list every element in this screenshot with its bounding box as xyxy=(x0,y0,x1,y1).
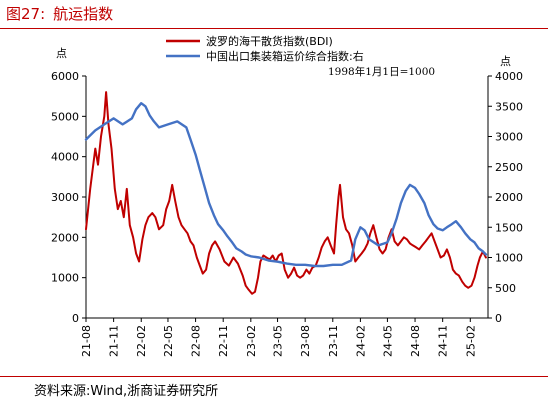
figure-label: 图27: xyxy=(6,5,46,23)
x-tick-label: 22-02 xyxy=(135,325,148,357)
left-tick-label: 5000 xyxy=(51,110,79,123)
figure-title: 图27: 航运指数 xyxy=(6,3,113,24)
x-tick-label: 24-02 xyxy=(354,325,367,357)
chart-annotation: 1998年1月1日=1000 xyxy=(328,65,435,78)
x-tick-label: 24-05 xyxy=(381,325,394,357)
x-tick-label: 23-02 xyxy=(245,325,258,357)
x-tick-label: 22-08 xyxy=(190,325,203,357)
x-tick-label: 24-08 xyxy=(409,325,422,357)
bottom-rule xyxy=(0,376,548,377)
x-tick-label: 24-11 xyxy=(437,325,450,357)
right-unit-label: 点 xyxy=(500,55,511,68)
left-tick-label: 0 xyxy=(72,312,79,325)
right-tick-label: 2500 xyxy=(495,161,523,174)
series-line-bdi xyxy=(85,91,487,295)
x-tick-label: 23-05 xyxy=(272,325,285,357)
right-tick-label: 4000 xyxy=(495,70,523,83)
right-tick-label: 1500 xyxy=(495,221,523,234)
top-rule xyxy=(0,28,548,29)
left-unit-label: 点 xyxy=(56,47,67,60)
x-tick-label: 21-08 xyxy=(80,325,93,357)
right-tick-label: 0 xyxy=(495,312,502,325)
x-tick-label: 25-02 xyxy=(464,325,477,357)
left-tick-label: 1000 xyxy=(51,272,79,285)
legend-label-bdi: 波罗的海干散货指数(BDI) xyxy=(206,34,333,48)
legend: 波罗的海干散货指数(BDI) 中国出口集装箱运价综合指数:右 1998年1月1日… xyxy=(166,34,435,78)
left-tick-label: 2000 xyxy=(51,231,79,244)
left-tick-label: 6000 xyxy=(51,70,79,83)
x-tick-label: 23-08 xyxy=(299,325,312,357)
chart: 点 点 波罗的海干散货指数(BDI) 中国出口集装箱运价综合指数:右 1998年… xyxy=(51,34,523,357)
right-tick-label: 3500 xyxy=(495,100,523,113)
x-tick-label: 22-05 xyxy=(162,325,175,357)
figure-title-text: 航运指数 xyxy=(53,5,114,23)
series-line-ccfi xyxy=(84,102,488,268)
left-tick-label: 3000 xyxy=(51,191,79,204)
legend-label-ccfi: 中国出口集装箱运价综合指数:右 xyxy=(206,49,364,63)
source-note: 资料来源:Wind,浙商证券研究所 xyxy=(34,384,219,399)
left-tick-label: 4000 xyxy=(51,151,79,164)
right-tick-label: 3000 xyxy=(495,131,523,144)
x-tick-label: 23-11 xyxy=(327,325,340,357)
right-tick-label: 2000 xyxy=(495,191,523,204)
x-tick-label: 22-11 xyxy=(217,325,230,357)
right-tick-label: 1000 xyxy=(495,252,523,265)
right-tick-label: 500 xyxy=(495,282,516,295)
x-tick-label: 21-11 xyxy=(108,325,121,357)
